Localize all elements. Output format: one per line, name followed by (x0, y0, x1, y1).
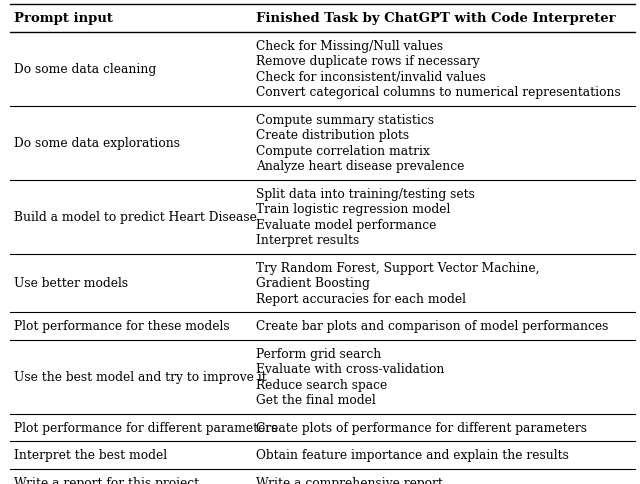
Text: Evaluate model performance: Evaluate model performance (257, 218, 436, 231)
Text: Evaluate with cross-validation: Evaluate with cross-validation (257, 363, 445, 376)
Text: Try Random Forest, Support Vector Machine,: Try Random Forest, Support Vector Machin… (257, 261, 540, 274)
Text: Plot performance for these models: Plot performance for these models (14, 319, 230, 333)
Text: Check for Missing/Null values: Check for Missing/Null values (257, 40, 444, 53)
Text: Interpret the best model: Interpret the best model (14, 448, 167, 461)
Text: Create plots of performance for different parameters: Create plots of performance for differen… (257, 421, 588, 434)
Text: Check for inconsistent/invalid values: Check for inconsistent/invalid values (257, 71, 486, 84)
Text: Obtain feature importance and explain the results: Obtain feature importance and explain th… (257, 448, 569, 461)
Text: Report accuracies for each model: Report accuracies for each model (257, 292, 467, 305)
Text: Interpret results: Interpret results (257, 234, 360, 247)
Text: Remove duplicate rows if necessary: Remove duplicate rows if necessary (257, 55, 480, 68)
Text: Reduce search space: Reduce search space (257, 378, 388, 391)
Text: Write a comprehensive report: Write a comprehensive report (257, 476, 444, 484)
Text: Compute summary statistics: Compute summary statistics (257, 114, 435, 126)
Text: Split data into training/testing sets: Split data into training/testing sets (257, 187, 476, 200)
Text: Use better models: Use better models (14, 277, 128, 289)
Text: Use the best model and try to improve it: Use the best model and try to improve it (14, 370, 267, 383)
Text: Prompt input: Prompt input (14, 12, 113, 25)
Text: Plot performance for different parameters: Plot performance for different parameter… (14, 421, 278, 434)
Text: Gradient Boosting: Gradient Boosting (257, 277, 371, 289)
Text: Convert categorical columns to numerical representations: Convert categorical columns to numerical… (257, 86, 621, 99)
Text: Analyze heart disease prevalence: Analyze heart disease prevalence (257, 160, 465, 173)
Text: Compute correlation matrix: Compute correlation matrix (257, 144, 430, 157)
Text: Create distribution plots: Create distribution plots (257, 129, 410, 142)
Text: Finished Task by ChatGPT with Code Interpreter: Finished Task by ChatGPT with Code Inter… (257, 12, 616, 25)
Text: Get the final model: Get the final model (257, 393, 376, 407)
Text: Train logistic regression model: Train logistic regression model (257, 203, 451, 216)
Text: Create bar plots and comparison of model performances: Create bar plots and comparison of model… (257, 319, 609, 333)
Text: Do some data explorations: Do some data explorations (14, 136, 180, 150)
Text: Build a model to predict Heart Disease: Build a model to predict Heart Disease (14, 211, 257, 224)
Text: Do some data cleaning: Do some data cleaning (14, 63, 156, 76)
Text: Write a report for this project: Write a report for this project (14, 476, 199, 484)
Text: Perform grid search: Perform grid search (257, 347, 381, 360)
